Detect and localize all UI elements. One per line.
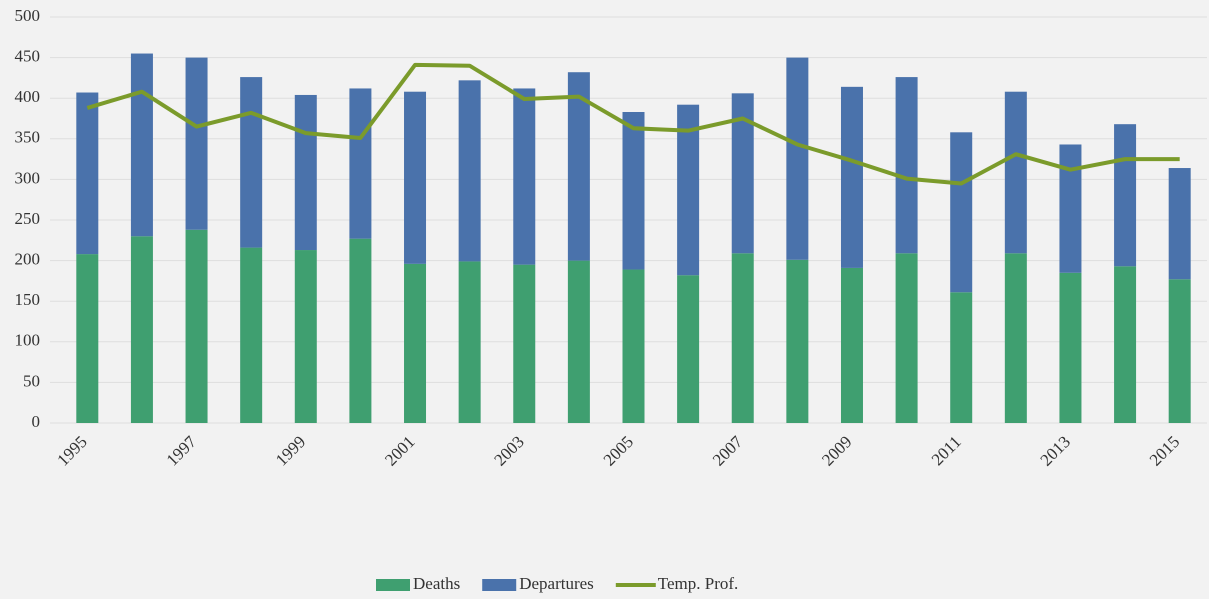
bar — [1114, 266, 1137, 423]
bar — [458, 261, 481, 423]
bar — [240, 247, 263, 423]
bar — [513, 264, 536, 423]
bar — [513, 88, 536, 265]
bar — [1059, 144, 1082, 273]
legend-label: Deaths — [413, 574, 460, 593]
bar — [76, 92, 99, 255]
x-tick-label: 2001 — [381, 432, 418, 469]
bar — [786, 259, 809, 423]
bar — [294, 250, 317, 423]
x-tick-label: 2005 — [600, 432, 637, 469]
line — [86, 62, 1180, 186]
bar — [1004, 253, 1027, 423]
bar — [294, 94, 317, 251]
bar — [677, 275, 700, 423]
bar — [950, 292, 973, 423]
bar — [622, 269, 645, 423]
bar — [677, 104, 700, 276]
bar — [185, 229, 208, 423]
bar — [950, 132, 973, 293]
bar — [458, 80, 481, 262]
bar — [240, 77, 263, 248]
y-tick-label: 350 — [15, 128, 41, 147]
bar — [786, 57, 809, 260]
y-tick-label: 50 — [23, 371, 40, 390]
bar — [349, 88, 372, 239]
bar — [840, 86, 863, 268]
bar — [130, 53, 153, 237]
y-tick-label: 0 — [32, 412, 41, 431]
y-tick-label: 450 — [15, 47, 41, 66]
x-tick-label: 2007 — [709, 432, 747, 470]
bar — [130, 236, 153, 423]
bar — [1004, 91, 1027, 254]
bar — [895, 77, 918, 254]
legend-swatch — [376, 579, 410, 591]
x-tick-label: 1995 — [53, 432, 90, 469]
bar — [840, 267, 863, 423]
y-tick-label: 150 — [15, 290, 41, 309]
x-tick-label: 1997 — [163, 432, 201, 470]
legend-label: Temp. Prof. — [658, 574, 739, 593]
x-tick-label: 2011 — [928, 432, 965, 469]
y-tick-label: 100 — [15, 331, 41, 350]
bar — [1114, 124, 1137, 267]
bar — [76, 254, 99, 423]
x-tick-label: 1999 — [272, 432, 309, 469]
y-tick-label: 500 — [15, 6, 41, 25]
bar — [1168, 279, 1191, 423]
bar — [404, 263, 427, 423]
bar — [1059, 272, 1082, 423]
x-tick-label: 2013 — [1037, 432, 1074, 469]
y-tick-label: 250 — [15, 209, 41, 228]
bar — [622, 112, 645, 270]
y-tick-label: 300 — [15, 168, 41, 187]
bar — [731, 253, 754, 423]
bar — [567, 72, 590, 261]
x-tick-label: 2003 — [490, 432, 527, 469]
bar — [1168, 168, 1191, 280]
bar — [404, 91, 427, 264]
legend-swatch — [482, 579, 517, 591]
bar — [349, 238, 372, 423]
y-tick-label: 400 — [15, 87, 41, 106]
bar — [731, 93, 754, 254]
y-tick-label: 200 — [15, 250, 41, 269]
x-tick-label: 2009 — [818, 432, 855, 469]
legend-label: Departures — [519, 574, 594, 593]
bar — [567, 260, 590, 423]
bar — [185, 57, 208, 230]
x-tick-label: 2015 — [1146, 432, 1183, 469]
bar — [895, 253, 918, 423]
